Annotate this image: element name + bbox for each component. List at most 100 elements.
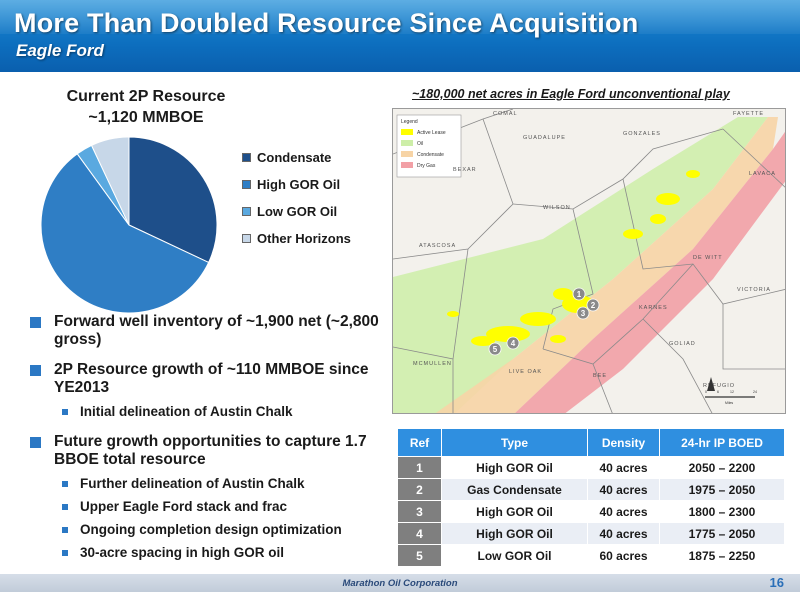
map-legend-label: Active Lease: [417, 130, 446, 136]
table-row: 4 High GOR Oil 40 acres 1775 – 2050: [397, 522, 785, 545]
cell-type: High GOR Oil: [441, 456, 588, 479]
cell-density: 40 acres: [587, 478, 660, 501]
scale-tick-label: 0: [705, 390, 707, 394]
pie-title: Current 2P Resource ~1,120 MMBOE: [36, 86, 256, 128]
square-bullet-icon: [30, 365, 41, 376]
table-row: 2 Gas Condensate 40 acres 1975 – 2050: [397, 478, 785, 501]
header-banner: More Than Doubled Resource Since Acquisi…: [0, 0, 800, 72]
legend-label: Other Horizons: [257, 231, 351, 246]
cell-density: 40 acres: [587, 522, 660, 545]
header-type: Type: [441, 428, 588, 457]
county-label: LAVACA: [749, 171, 776, 177]
cell-ref: 3: [397, 500, 442, 523]
cell-ref: 5: [397, 544, 442, 567]
small-square-bullet-icon: [62, 504, 68, 510]
bullet-item: 2P Resource growth of ~110 MMBOE since Y…: [30, 361, 380, 397]
county-label: GOLIAD: [669, 341, 696, 347]
header-density: Density: [587, 428, 660, 457]
county-label: GONZALES: [623, 131, 661, 137]
map-legend-swatch: [401, 140, 413, 146]
map-legend-swatch: [401, 162, 413, 168]
sub-bullet-item: Ongoing completion design optimization: [30, 521, 380, 539]
cell-ip: 2050 – 2200: [659, 456, 785, 479]
scale-bar: [705, 377, 755, 398]
county-label: BEXAR: [453, 167, 477, 173]
page-number: 16: [769, 575, 784, 590]
small-square-bullet-icon: [62, 409, 68, 415]
well-marker-2: [586, 298, 600, 312]
table-row: 5 Low GOR Oil 60 acres 1875 – 2250: [397, 544, 785, 567]
table-header-row: Ref Type Density 24-hr IP BOED: [397, 428, 785, 457]
legend-swatch: [242, 180, 251, 189]
legend-swatch: [242, 234, 251, 243]
sub-bullet-text: Initial delineation of Austin Chalk: [80, 404, 293, 419]
well-marker-label: 5: [493, 345, 498, 354]
header-ref: Ref: [397, 428, 442, 457]
table-row: 1 High GOR Oil 40 acres 2050 – 2200: [397, 456, 785, 479]
bullet-text: 2P Resource growth of ~110 MMBOE since Y…: [54, 361, 369, 396]
map-legend-title: Legend: [401, 119, 418, 125]
pie-title-line2: ~1,120 MMBOE: [88, 109, 204, 126]
county-label: FAYETTE: [733, 111, 764, 117]
cell-density: 40 acres: [587, 456, 660, 479]
county-label: ATASCOSA: [419, 243, 456, 249]
county-label: REFUGIO: [703, 383, 735, 389]
pie-slice-other-horizons: [90, 136, 130, 226]
scale-tick-label: 24: [753, 390, 757, 394]
well-table: Ref Type Density 24-hr IP BOED 1 High GO…: [397, 428, 785, 567]
county-label: WILSON: [543, 205, 571, 211]
table-row: 3 High GOR Oil 40 acres 1800 – 2300: [397, 500, 785, 523]
sub-bullet-text: Further delineation of Austin Chalk: [80, 476, 305, 491]
small-square-bullet-icon: [62, 527, 68, 533]
map-legend-label: Oil: [417, 141, 423, 147]
square-bullet-icon: [30, 317, 41, 328]
map-caption: ~180,000 net acres in Eagle Ford unconve…: [412, 87, 730, 101]
well-marker-5: [488, 342, 502, 356]
slide-subtitle: Eagle Ford: [16, 41, 104, 60]
pie-slice-condensate: [128, 136, 218, 264]
cell-ip: 1800 – 2300: [659, 500, 785, 523]
map-legend-swatch: [401, 151, 413, 157]
legend-label: High GOR Oil: [257, 177, 341, 192]
cell-ip: 1975 – 2050: [659, 478, 785, 501]
cell-density: 60 acres: [587, 544, 660, 567]
bullet-list: Forward well inventory of ~1,900 net (~2…: [30, 313, 380, 562]
sub-bullet-text: Ongoing completion design optimization: [80, 522, 342, 537]
pie-title-line1: Current 2P Resource: [66, 88, 226, 105]
map-legend-label: Condensate: [417, 152, 444, 158]
footer-company: Marathon Oil Corporation: [342, 578, 458, 589]
pie-slice-high-gor-oil: [40, 153, 210, 314]
bullet-item: Forward well inventory of ~1,900 net (~2…: [30, 313, 380, 349]
cell-type: Gas Condensate: [441, 478, 588, 501]
eagle-ford-map: Legend Active Lease Oil Condensate Dry Gas …: [392, 108, 786, 414]
bullet-item: Future growth opportunities to capture 1…: [30, 433, 380, 469]
county-label: VICTORIA: [737, 287, 771, 293]
cell-type: Low GOR Oil: [441, 544, 588, 567]
cell-type: High GOR Oil: [441, 522, 588, 545]
bullet-text: Forward well inventory of ~1,900 net (~2…: [54, 313, 379, 348]
footer-bar: [0, 574, 800, 592]
well-marker-label: 2: [591, 301, 596, 310]
bullet-text: Future growth opportunities to capture 1…: [54, 433, 367, 468]
square-bullet-icon: [30, 437, 41, 448]
header-ip: 24-hr IP BOED: [659, 428, 785, 457]
county-label: LIVE OAK: [509, 369, 542, 375]
well-marker-3: [576, 306, 590, 320]
sub-bullet-item: Further delineation of Austin Chalk: [30, 475, 380, 493]
north-arrow-icon: [707, 377, 715, 391]
map-legend-swatch: [401, 129, 413, 135]
well-marker-4: [506, 336, 520, 350]
small-square-bullet-icon: [62, 481, 68, 487]
scale-unit: Miles: [725, 401, 733, 405]
well-marker-label: 3: [581, 309, 586, 318]
cell-ref: 1: [397, 456, 442, 479]
cell-ref: 4: [397, 522, 442, 545]
sub-bullet-text: 30-acre spacing in high GOR oil: [80, 545, 285, 560]
county-label: GUADALUPE: [523, 135, 566, 141]
sub-bullet-item: Upper Eagle Ford stack and frac: [30, 498, 380, 516]
legend-label: Low GOR Oil: [257, 204, 338, 219]
county-label: MCMULLEN: [413, 361, 452, 367]
sub-bullet-item: 30-acre spacing in high GOR oil: [30, 544, 380, 562]
resource-pie-chart: [40, 136, 218, 314]
